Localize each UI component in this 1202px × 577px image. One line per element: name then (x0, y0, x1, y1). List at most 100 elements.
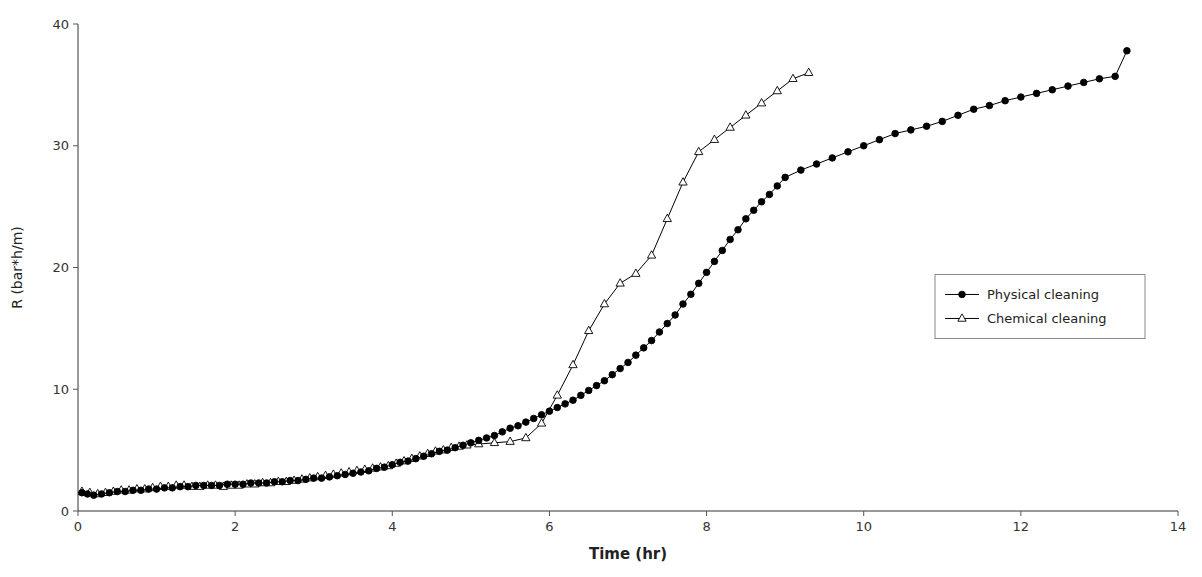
point (365, 468, 372, 475)
point (569, 360, 577, 367)
legend: Physical cleaning Chemical cleaning (935, 274, 1145, 338)
point (318, 475, 325, 482)
point (695, 280, 702, 287)
point (757, 99, 765, 106)
point (593, 382, 600, 389)
point (468, 440, 475, 447)
point (798, 167, 805, 174)
legend-marker (958, 314, 966, 321)
point (295, 477, 302, 484)
point (490, 438, 498, 445)
x-axis-line (78, 511, 1178, 512)
series-line (82, 51, 1127, 495)
point (106, 489, 113, 496)
point (743, 216, 750, 223)
point (617, 365, 624, 372)
point (1002, 97, 1009, 104)
x-tick-label: 0 (74, 519, 82, 534)
point (224, 481, 231, 488)
point (625, 359, 632, 366)
point (522, 433, 530, 440)
point (923, 123, 930, 130)
point (523, 419, 530, 426)
y-tick (73, 267, 78, 268)
point (773, 86, 781, 93)
point (578, 392, 585, 399)
point (452, 444, 459, 451)
point (1080, 79, 1087, 86)
x-tick-label: 8 (702, 519, 710, 534)
x-tick (392, 511, 393, 516)
point (805, 68, 813, 75)
x-tick-label: 2 (231, 519, 239, 534)
point (672, 312, 679, 319)
point (570, 397, 577, 404)
point (98, 491, 105, 498)
y-tick (73, 24, 78, 25)
x-tick-label: 14 (1170, 519, 1187, 534)
point (530, 415, 537, 422)
point (114, 488, 121, 495)
series-line (82, 73, 809, 494)
point (303, 476, 310, 483)
point (892, 130, 899, 137)
point (750, 207, 757, 214)
point (680, 301, 687, 308)
point (499, 429, 506, 436)
point (177, 483, 184, 490)
point (420, 453, 427, 460)
point (436, 448, 443, 455)
point (326, 474, 333, 481)
point (397, 459, 404, 466)
point (279, 478, 286, 485)
point (585, 326, 593, 333)
legend-marker (959, 291, 966, 298)
point (860, 142, 867, 149)
point (185, 483, 192, 490)
point (538, 412, 545, 419)
y-tick-label: 0 (61, 504, 69, 519)
legend-item: Physical cleaning (945, 287, 1099, 302)
point (688, 291, 695, 298)
point (546, 408, 553, 415)
point (255, 480, 262, 487)
point (1096, 75, 1103, 82)
point (271, 478, 278, 485)
point (161, 485, 168, 492)
legend-label: Physical cleaning (987, 287, 1099, 302)
legend-label: Chemical cleaning (987, 311, 1107, 326)
point (84, 491, 91, 498)
point (908, 127, 915, 134)
x-tick-label: 4 (388, 519, 396, 534)
point (829, 155, 836, 162)
point (475, 437, 482, 444)
y-axis-label: R (bar*h/m) (9, 226, 25, 309)
series (79, 47, 1131, 498)
y-tick (73, 145, 78, 146)
point (1112, 73, 1119, 80)
point (876, 136, 883, 143)
point (507, 425, 514, 432)
chart: 02468101214010203040Time (hr)R (bar*h/m)… (0, 0, 1202, 577)
point (647, 251, 655, 258)
point (413, 455, 420, 462)
x-tick (549, 511, 550, 516)
point (664, 320, 671, 327)
point (727, 236, 734, 243)
point (381, 464, 388, 471)
point (537, 419, 545, 426)
point (648, 337, 655, 344)
x-tick (235, 511, 236, 516)
point (483, 435, 490, 442)
point (208, 482, 215, 489)
point (240, 481, 247, 488)
y-tick (73, 389, 78, 390)
point (813, 161, 820, 168)
point (90, 492, 97, 499)
point (585, 387, 592, 394)
point (774, 183, 781, 190)
point (310, 475, 317, 482)
point (553, 391, 561, 398)
point (405, 458, 412, 465)
x-tick (863, 511, 864, 516)
